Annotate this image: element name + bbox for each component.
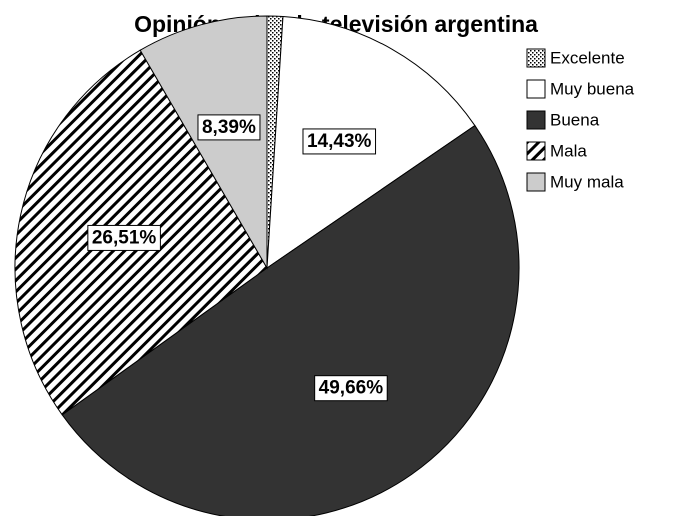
data-label: 26,51% — [92, 227, 157, 248]
legend-label: Muy mala — [550, 172, 624, 191]
legend-swatch — [526, 141, 546, 161]
data-label: 8,39% — [202, 117, 256, 138]
data-label-box — [87, 224, 161, 251]
legend-label: Buena — [550, 110, 600, 129]
legend-label: Muy buena — [550, 79, 635, 98]
legend-swatch — [526, 110, 546, 130]
pie-slice — [61, 124, 520, 516]
pie-slice — [139, 15, 268, 270]
legend-swatch — [526, 48, 546, 68]
legend-swatch — [526, 79, 546, 99]
legend-swatch — [526, 172, 546, 192]
data-label-box — [197, 114, 261, 141]
legend-label: Excelente — [550, 48, 625, 67]
data-label-box — [302, 128, 377, 155]
data-label-box — [314, 375, 388, 402]
legend-label: Mala — [550, 141, 587, 160]
data-label: 49,66% — [319, 378, 384, 399]
data-label: 14,43% — [307, 131, 372, 152]
